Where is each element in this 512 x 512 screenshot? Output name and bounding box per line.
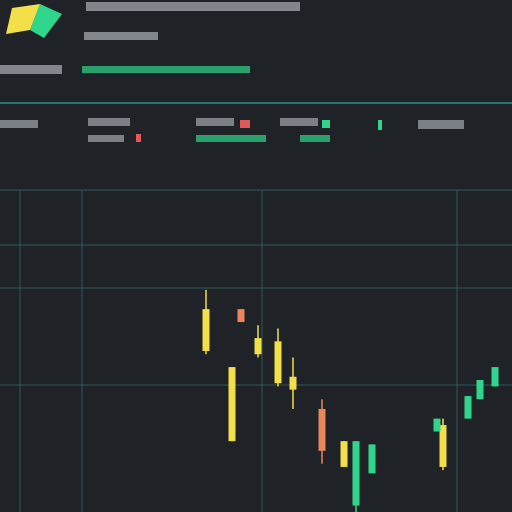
candle-body	[368, 444, 376, 474]
candle-body	[274, 341, 282, 384]
candle-body	[464, 396, 472, 419]
candle-body	[254, 338, 262, 355]
candle-body	[318, 408, 326, 451]
chart-grid	[0, 189, 512, 512]
candle-body	[439, 425, 447, 467]
candles	[202, 289, 499, 512]
candle-body	[340, 441, 348, 467]
illegible-stats-text	[0, 118, 464, 142]
candle-body	[476, 379, 484, 400]
candle-body	[202, 309, 210, 351]
candle-body	[228, 367, 236, 442]
candle-body	[237, 309, 245, 323]
illegible-header-text	[0, 2, 300, 74]
stats-indicators	[136, 120, 382, 142]
candle-body	[352, 441, 360, 506]
illegible-ticker-text	[82, 66, 250, 73]
candle-body	[289, 376, 297, 390]
candle-body	[433, 418, 441, 432]
candle-body	[491, 367, 499, 387]
logo	[6, 4, 62, 38]
